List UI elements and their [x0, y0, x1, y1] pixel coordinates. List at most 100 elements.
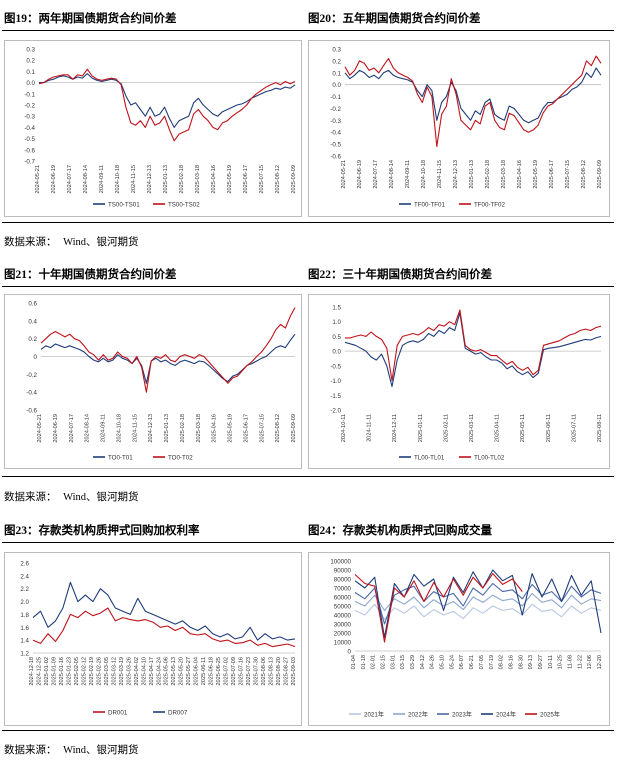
- y-tick-label: -0.6: [330, 154, 341, 161]
- panel-title-24: 图24：存款类机构质押式回购成交量: [308, 525, 492, 537]
- source-divider: [2, 730, 614, 731]
- y-tick-label: 70000: [334, 586, 352, 593]
- x-tick-label: 2025-08-12: [581, 160, 587, 189]
- x-tick-label: 2024-06-19: [53, 414, 59, 443]
- panel-title-23: 图23：存款类机构质押式回购加权利率: [4, 525, 200, 537]
- y-tick-label: 1.2: [20, 651, 29, 658]
- x-tick-label: 2024-10-18: [116, 414, 122, 443]
- x-tick-label: 2025-03-05: [104, 657, 110, 686]
- x-tick-label: 2025-08-12: [275, 165, 281, 194]
- y-tick-label: 1.6: [20, 625, 29, 632]
- x-tick-label: 2025-09-09: [597, 160, 603, 189]
- x-tick-label: 2024-09-11: [101, 414, 107, 442]
- x-tick-label: 07-19: [489, 655, 495, 669]
- data-source-1: 数据来源： Wind、银河期货: [4, 234, 139, 249]
- x-tick-label: 2025-03-26: [126, 657, 132, 686]
- x-tick-label: 03-01: [390, 655, 396, 669]
- x-tick-label: 2025-07-15: [259, 414, 265, 443]
- x-tick-label: 2024-06-19: [357, 160, 363, 189]
- x-tick-label: 2025-04-17: [149, 657, 155, 686]
- x-tick-label: 2025-06-11: [201, 657, 207, 685]
- x-tick-label: 2025-06-17: [243, 414, 249, 443]
- series-line: [344, 55, 602, 148]
- x-tick-label: 01-18: [361, 655, 367, 669]
- y-tick-label: 2.0: [20, 599, 29, 606]
- x-tick-label: 2025-05-11: [520, 414, 526, 442]
- y-tick-label: 2.6: [20, 561, 29, 568]
- y-tick-label: 40000: [334, 613, 352, 620]
- y-tick-label: 0.1: [332, 70, 341, 77]
- legend-label: TO0-T01: [108, 454, 133, 461]
- legend-label: TO0-T02: [168, 454, 193, 461]
- series-line: [354, 569, 602, 639]
- x-tick-label: 05-24: [449, 655, 455, 669]
- x-tick-label: 2025-05-06: [164, 657, 170, 686]
- x-tick-label: 08-30: [518, 655, 524, 669]
- x-tick-label: 2024-12-11: [392, 414, 398, 442]
- x-tick-label: 08-02: [499, 655, 505, 669]
- chart-repo-volume: 0 10000 20000 30000 40000 50000 60000 70000 8000…: [308, 552, 610, 726]
- x-tick-label: 2025-07-23: [246, 657, 252, 686]
- chart-svg: -0.7 -0.6 -0.5 -0.4 -0.3 -0.2 -0.1 0.0 0.1 0.2 0.3…: [24, 47, 297, 209]
- source-divider: [2, 222, 614, 223]
- x-tick-label: 2024-08-14: [83, 165, 89, 194]
- x-tick-label: 2025-05-19: [533, 160, 539, 189]
- legend-label: DR001: [108, 709, 128, 716]
- source-text: Wind、银河期货: [63, 492, 139, 503]
- x-tick-label: 2024-09-11: [99, 165, 105, 193]
- x-tick-label: 2025-05-19: [228, 414, 234, 443]
- y-tick-label: 30000: [334, 622, 352, 629]
- legend-label: 2022年: [408, 710, 428, 718]
- y-tick-label: 2.2: [20, 586, 29, 593]
- x-tick-label: 2024-10-18: [115, 165, 121, 194]
- x-tick-label: 11-08: [567, 655, 573, 669]
- series-line: [354, 603, 602, 621]
- x-tick-label: 2024-07-17: [67, 165, 73, 194]
- y-tick-label: 0.3: [332, 47, 341, 54]
- y-tick-label: -0.1: [330, 94, 341, 101]
- x-tick-label: 10-11: [548, 655, 554, 669]
- x-tick-label: 2025-03-18: [195, 165, 201, 194]
- y-tick-label: -0.6: [26, 408, 37, 415]
- x-tick-label: 2025-07-11: [571, 414, 577, 442]
- x-tick-label: 06-21: [469, 655, 475, 669]
- y-tick-label: 0.2: [332, 58, 341, 65]
- chart-ts-spread: -0.7 -0.6 -0.5 -0.4 -0.3 -0.2 -0.1 0.0 0.1 0.2 0.3…: [4, 40, 302, 217]
- x-tick-label: 2024-12-18: [29, 657, 35, 686]
- panel-title-22: 图22：三十年期国债期货合约间价差: [308, 269, 492, 281]
- x-tick-label: 2025-08-27: [284, 657, 290, 686]
- y-tick-label: -0.2: [26, 372, 37, 379]
- y-tick-label: -0.5: [24, 136, 35, 143]
- x-tick-label: 2025-07-16: [239, 657, 245, 686]
- x-tick-label: 03-15: [400, 655, 406, 669]
- x-tick-label: 2024-12-13: [453, 160, 459, 189]
- data-source-3: 数据来源： Wind、银河期货: [4, 742, 139, 757]
- y-tick-label: 0: [34, 354, 38, 361]
- x-tick-label: 2025-05-19: [227, 165, 233, 194]
- y-tick-label: 0.2: [26, 58, 35, 65]
- x-tick-label: 05-10: [440, 655, 446, 669]
- series-line: [40, 307, 296, 393]
- y-tick-label: -0.6: [24, 147, 35, 154]
- source-label: 数据来源：: [4, 745, 57, 756]
- x-tick-label: 2025-02-18: [485, 160, 491, 189]
- y-tick-label: -0.4: [26, 390, 37, 397]
- x-tick-label: 2025-01-09: [51, 657, 57, 686]
- x-tick-label: 02-15: [381, 655, 387, 669]
- y-tick-label: 80000: [334, 577, 352, 584]
- x-tick-label: 2025-06-25: [216, 657, 222, 686]
- y-tick-label: 0: [348, 649, 352, 656]
- x-tick-label: 2025-05-20: [179, 657, 185, 686]
- y-tick-label: 0.3: [26, 47, 35, 54]
- legend-label: DR007: [168, 709, 188, 716]
- series-line: [344, 312, 602, 388]
- x-tick-label: 2024-05-21: [37, 414, 43, 443]
- x-tick-label: 2025-08-13: [269, 657, 275, 686]
- y-tick-label: 1.5: [332, 305, 341, 312]
- series-line: [32, 607, 296, 648]
- source-label: 数据来源：: [4, 492, 57, 503]
- x-tick-label: 06-07: [459, 655, 465, 669]
- legend-label: 2024年: [496, 710, 516, 718]
- y-tick-label: 1.8: [20, 612, 29, 619]
- x-tick-label: 2025-06-11: [546, 414, 552, 442]
